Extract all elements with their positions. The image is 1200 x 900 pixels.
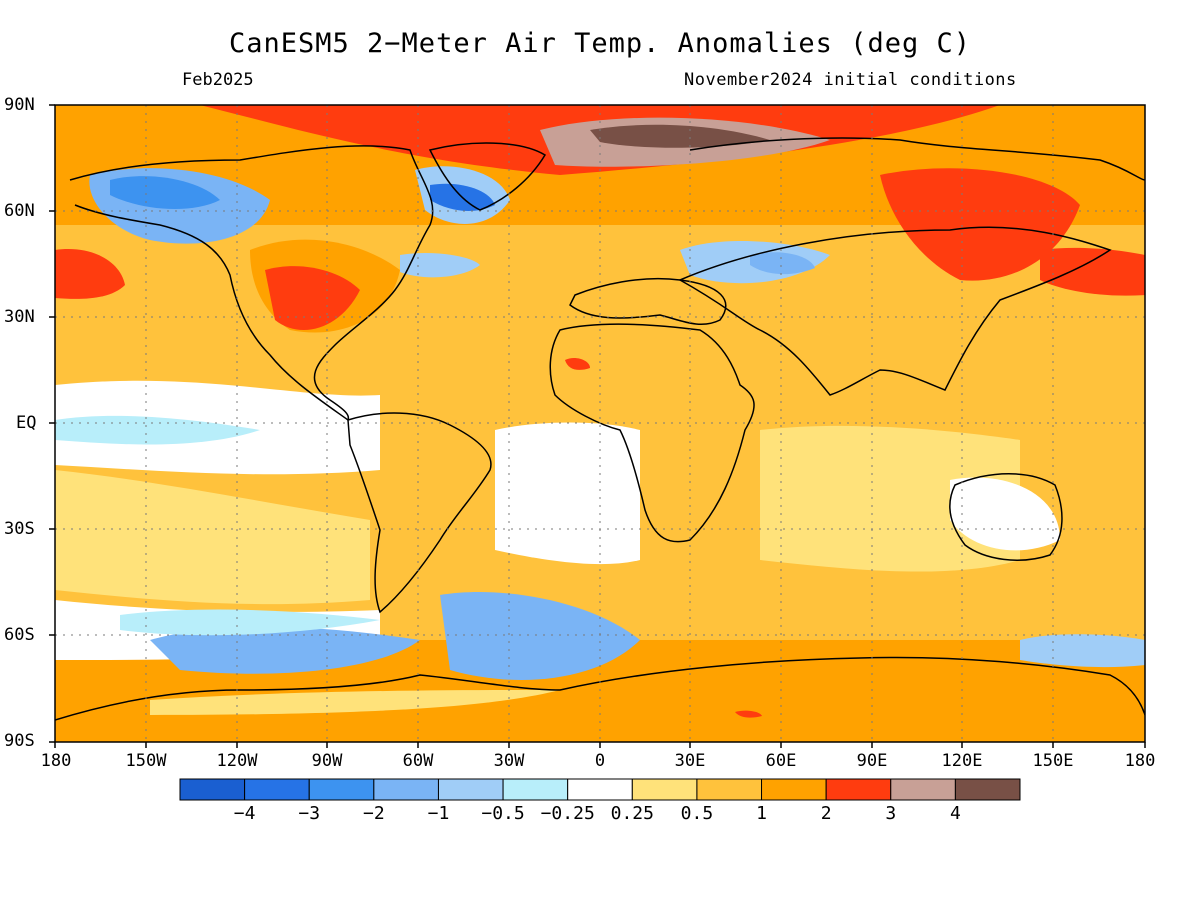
colorbar-label: −1 xyxy=(427,803,450,824)
lon-label-60w: 60W xyxy=(402,751,434,771)
colorbar-label: 4 xyxy=(949,803,961,824)
colorbar xyxy=(179,778,1021,801)
colorbar-swatch xyxy=(373,778,439,801)
lon-label-60e: 60E xyxy=(765,751,797,771)
colorbar-label: 1 xyxy=(756,803,767,824)
lon-label-150w: 150W xyxy=(125,751,167,771)
colorbar-swatch xyxy=(437,778,504,801)
colorbar-label: −0.25 xyxy=(540,803,595,824)
colorbar-label: −4 xyxy=(233,803,256,824)
colorbar-swatch xyxy=(502,778,569,801)
colorbar-label: −3 xyxy=(298,803,321,824)
map-title: CanESM5 2−Meter Air Temp. Anomalies (deg… xyxy=(229,28,971,59)
colorbar-label: −0.5 xyxy=(481,803,525,824)
lon-label-30w: 30W xyxy=(493,751,525,771)
colorbar-label: 2 xyxy=(820,803,832,824)
lon-label-180w: 180 xyxy=(40,751,72,771)
colorbar-label: 0.5 xyxy=(680,803,714,824)
lon-label-90e: 90E xyxy=(856,751,888,771)
lat-label-90n: 90N xyxy=(4,95,35,115)
lon-label-90w: 90W xyxy=(311,751,343,771)
lat-label-30n: 30N xyxy=(4,307,35,327)
initial-conditions: November2024 initial conditions xyxy=(684,70,1017,90)
colorbar-swatch xyxy=(567,778,633,801)
lon-label-30e: 30E xyxy=(674,751,706,771)
colorbar-swatch xyxy=(890,778,956,801)
forecast-month: Feb2025 xyxy=(182,70,254,90)
lat-label-30s: 30S xyxy=(4,519,35,539)
colorbar-label: 3 xyxy=(885,803,897,824)
colorbar-swatch xyxy=(761,778,827,801)
colorbar-label: 0.25 xyxy=(610,803,654,824)
coastlines xyxy=(55,137,1145,721)
colorbar-swatch xyxy=(244,778,310,801)
lon-label-150e: 150E xyxy=(1032,751,1074,771)
graticule xyxy=(55,105,1145,742)
axis-ticks xyxy=(49,104,1146,748)
lon-label-120w: 120W xyxy=(216,751,258,771)
colorbar-swatch xyxy=(179,778,246,801)
lon-label-0: 0 xyxy=(594,751,606,771)
lat-label-60n: 60N xyxy=(4,201,35,221)
lat-label-eq: EQ xyxy=(16,413,37,433)
lat-label-60s: 60S xyxy=(4,625,35,645)
colorbar-swatch xyxy=(308,778,375,801)
lat-label-90s: 90S xyxy=(4,731,35,751)
colorbar-label: −2 xyxy=(363,803,385,824)
lon-label-180e: 180 xyxy=(1124,751,1156,771)
colorbar-swatch xyxy=(696,778,763,801)
colorbar-swatch xyxy=(954,778,1021,801)
colorbar-swatch xyxy=(825,778,892,801)
colorbar-swatch xyxy=(631,778,698,801)
lon-label-120e: 120E xyxy=(941,751,983,771)
